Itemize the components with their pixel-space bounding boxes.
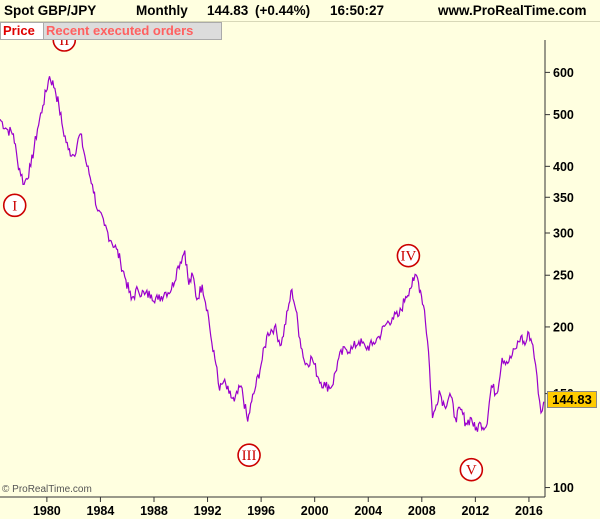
price-change: (+0.44%) — [255, 3, 311, 18]
period-label[interactable]: Monthly — [136, 3, 188, 18]
copyright-text: © ProRealTime.com — [2, 484, 92, 495]
x-tick-label: 1984 — [87, 504, 115, 518]
wave-label-I: I — [2, 193, 27, 218]
x-tick-label: 1980 — [33, 504, 61, 518]
last-price: 144.83 — [207, 3, 249, 18]
y-axis-ticks: 100150200250300350400500600 — [545, 66, 574, 495]
tab-recent-executed-orders[interactable]: Recent executed orders — [43, 22, 222, 40]
wave-circle — [459, 457, 484, 482]
y-tick-label: 300 — [553, 226, 574, 240]
wave-text: I — [12, 198, 17, 214]
x-axis-ticks: 1980 1984 1988 1992 1996 2000 2004 2008 2012 2016 — [33, 497, 543, 518]
current-price-badge: 144.83 — [547, 391, 597, 408]
x-tick-label: 1988 — [140, 504, 168, 518]
x-tick-label: 2012 — [461, 504, 489, 518]
wave-text: II — [59, 33, 69, 49]
y-tick-label: 100 — [553, 481, 574, 495]
wave-text: III — [242, 448, 257, 464]
x-tick-label: 2000 — [301, 504, 329, 518]
wave-label-III: III — [237, 443, 261, 467]
y-tick-label: 400 — [553, 160, 574, 174]
y-tick-label: 200 — [553, 320, 574, 334]
wave-text: IV — [401, 249, 417, 265]
chart-header: Spot GBP/JPY Monthly 144.83 (+0.44%) 16:… — [0, 0, 600, 22]
x-tick-label: 2008 — [408, 504, 436, 518]
wave-label-IV: IV — [396, 243, 421, 268]
plot-area — [0, 40, 545, 497]
price-series — [0, 76, 545, 432]
y-tick-label: 350 — [553, 191, 574, 205]
price-line — [0, 76, 545, 432]
x-tick-label: 1992 — [194, 504, 222, 518]
clock-time: 16:50:27 — [330, 3, 385, 18]
y-tick-label: 250 — [553, 269, 574, 283]
y-tick-label: 600 — [553, 66, 574, 80]
tab-price[interactable]: Price — [0, 22, 45, 40]
y-tick-label: 500 — [553, 108, 574, 122]
site-link[interactable]: www.ProRealTime.com — [438, 3, 587, 18]
x-tick-label: 2016 — [515, 504, 543, 518]
wave-label-V: V — [459, 457, 484, 482]
x-tick-label: 1996 — [247, 504, 275, 518]
wave-circle — [2, 193, 27, 218]
x-tick-label: 2004 — [354, 504, 382, 518]
instrument-name: Spot GBP/JPY — [4, 3, 97, 18]
wave-circle — [237, 443, 261, 467]
wave-circle — [396, 243, 421, 268]
wave-text: V — [466, 463, 477, 479]
